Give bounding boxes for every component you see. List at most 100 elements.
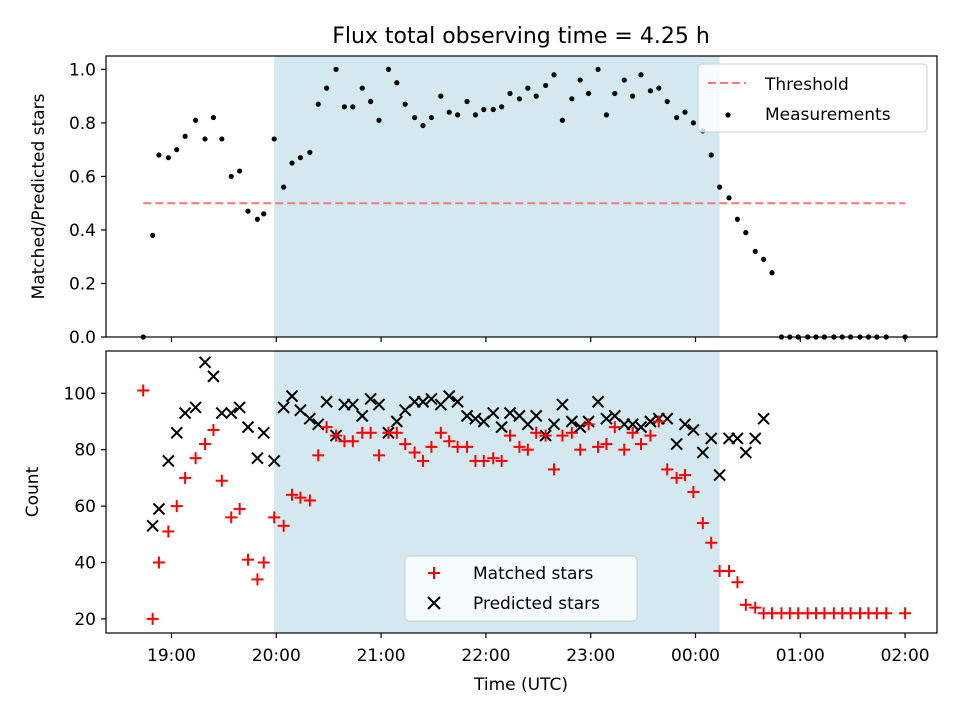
matched-star-point xyxy=(146,612,159,625)
predicted-star-point xyxy=(277,401,290,414)
matched-star-point xyxy=(162,525,175,538)
measurement-point xyxy=(621,77,627,83)
measurement-point xyxy=(394,80,400,86)
matched-star-point xyxy=(731,576,744,589)
measurement-point xyxy=(219,136,225,142)
predicted-star-point xyxy=(225,406,238,420)
bottom-axes-frame xyxy=(105,350,938,634)
measurement-point xyxy=(150,232,156,238)
y-tick-label: 1.0 xyxy=(69,60,96,80)
matched-star-point xyxy=(373,449,386,462)
matched-star-point xyxy=(530,426,543,439)
matched-star-point xyxy=(443,435,456,448)
matched-star-point xyxy=(199,438,212,451)
predicted-star-point xyxy=(303,412,317,425)
predicted-star-point xyxy=(233,401,246,414)
top-axes-frame xyxy=(105,55,938,338)
predicted-star-point xyxy=(713,468,726,482)
predicted-star-point xyxy=(739,446,753,459)
matched-star-point xyxy=(242,553,255,566)
bottom-y-ticks: 20 40 60 80 100 xyxy=(64,384,106,630)
matched-star-point xyxy=(539,429,552,442)
measurement-point xyxy=(254,216,261,222)
matched-star-point xyxy=(608,421,621,434)
legend-measurements-label: Measurements xyxy=(765,105,891,125)
matched-star-point xyxy=(286,488,299,501)
legend-matched-label: Matched stars xyxy=(473,564,593,584)
measurement-point xyxy=(586,90,592,97)
matched-star-point xyxy=(225,511,238,524)
predicted-star-point xyxy=(547,418,561,431)
predicted-star-point xyxy=(267,454,281,468)
matched-star-point xyxy=(312,449,325,462)
legend-threshold-label: Threshold xyxy=(764,75,849,95)
matched-star-point xyxy=(548,463,561,476)
measurement-point xyxy=(595,66,601,72)
measurement-point xyxy=(174,147,180,153)
measurement-point xyxy=(516,96,523,102)
matched-star-point xyxy=(346,435,359,448)
measurement-point xyxy=(182,133,188,139)
matched-star-point xyxy=(294,491,307,504)
predicted-star-point xyxy=(189,401,202,414)
measurement-point xyxy=(761,256,767,262)
predicted-star-point xyxy=(257,426,270,439)
measurement-point xyxy=(210,114,217,121)
measurement-point xyxy=(165,155,171,161)
predicted-star-point xyxy=(634,420,648,434)
matched-star-point xyxy=(574,443,587,456)
predicted-star-point xyxy=(215,406,229,420)
matched-star-point xyxy=(504,429,517,442)
matched-star-point xyxy=(417,454,430,467)
y-tick-label: 0.4 xyxy=(69,221,96,241)
measurement-point xyxy=(612,90,618,97)
matched-star-point xyxy=(399,438,412,451)
matched-star-point xyxy=(513,440,526,453)
y-tick-label: 0.2 xyxy=(69,274,96,294)
measurements-points xyxy=(140,66,908,340)
matched-star-point xyxy=(408,446,421,459)
measurement-point xyxy=(333,66,339,72)
predicted-star-point xyxy=(705,432,718,445)
matched-star-point xyxy=(739,598,752,611)
bottom-legend-box xyxy=(404,555,638,622)
matched-star-point xyxy=(687,486,700,498)
measurement-point xyxy=(472,112,479,118)
bottom-x-ticks: 19:00 20:00 21:00 22:00 23:00 00:00 01:00 02:00 xyxy=(147,633,930,666)
predicted-star-point xyxy=(372,398,386,411)
predicted-star-point xyxy=(696,446,710,459)
y-tick-label: 0.8 xyxy=(69,114,96,134)
measurement-point xyxy=(156,152,162,158)
matched-star-point xyxy=(696,517,709,530)
measurement-point xyxy=(385,66,392,72)
matched-star-point xyxy=(495,454,508,467)
measurement-point xyxy=(630,93,636,99)
matched-star-point xyxy=(670,471,683,484)
matched-star-point xyxy=(618,443,631,456)
x-tick-label: 00:00 xyxy=(671,646,720,666)
measurement-point xyxy=(490,106,496,113)
measurement-point xyxy=(481,106,487,113)
measurement-point xyxy=(271,136,277,142)
chart-title: Flux total observing time = 4.25 h xyxy=(332,24,710,49)
measurement-point xyxy=(752,248,758,254)
measurement-point xyxy=(368,98,374,105)
x-tick-label: 21:00 xyxy=(357,646,406,666)
predicted-star-point xyxy=(451,395,464,408)
predicted-star-point xyxy=(416,395,430,408)
measurement-point xyxy=(569,96,575,102)
matched-star-point xyxy=(425,440,438,453)
matched-star-point xyxy=(880,607,893,620)
top-panel: 0.0 0.2 0.4 0.6 0.8 1.0 Matched/Predicted sta… xyxy=(29,55,938,348)
predicted-star-point xyxy=(162,454,175,468)
predicted-star-point xyxy=(460,409,474,423)
predicted-star-point xyxy=(556,398,569,411)
predicted-star-point xyxy=(731,432,744,445)
predicted-star-point xyxy=(678,418,692,431)
matched-star-point xyxy=(390,426,403,439)
predicted-star-point xyxy=(687,423,700,437)
measurement-point xyxy=(324,85,330,91)
predicted-star-point xyxy=(241,420,255,434)
measurement-point xyxy=(245,208,251,214)
